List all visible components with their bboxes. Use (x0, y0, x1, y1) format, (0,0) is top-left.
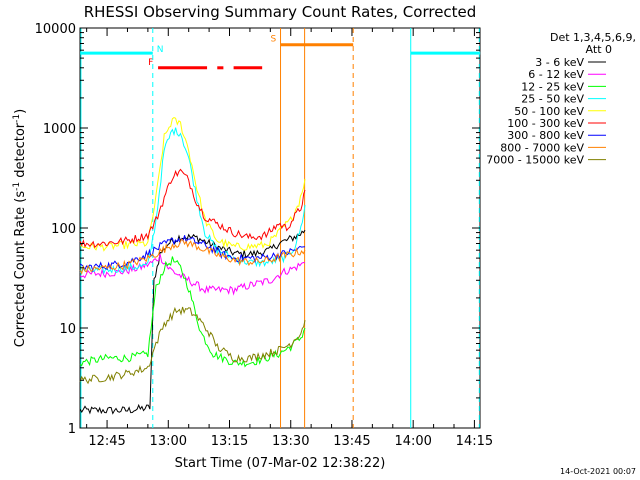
y-tick-label: 1 (68, 422, 76, 437)
legend-entry-label: 25 - 50 keV (521, 93, 584, 106)
series-lines (79, 117, 306, 415)
series-line (79, 254, 306, 296)
x-tick-label: 13:30 (272, 434, 309, 449)
legend-entry-label: 6 - 12 keV (528, 68, 584, 81)
y-axis-label: Corrected Count Rate (s-1 detector-1) (12, 109, 28, 347)
x-tick-label: 14:15 (456, 434, 493, 449)
y-axis-label-main: Corrected Count Rate (s (13, 191, 28, 348)
series-line (79, 306, 306, 385)
y-tick-label: 10000 (35, 22, 76, 37)
chart-title: RHESSI Observing Summary Count Rates, Co… (84, 3, 477, 21)
x-axis-ticks: 12:45 13:00 13:15 13:30 13:45 14:00 14:15 (86, 28, 493, 449)
legend-header-line1: Det 1,3,4,5,6,9, (550, 31, 636, 44)
flag-bars: NF S (80, 35, 481, 70)
y-axis-label-end: ) (13, 109, 28, 114)
x-tick-label: 13:00 (150, 434, 187, 449)
series-line (80, 117, 306, 252)
legend-entry-label: 100 - 300 keV (507, 117, 584, 130)
flag-bar-label: N (157, 45, 164, 55)
legend-entry-label: 12 - 25 keV (521, 80, 584, 93)
footer-timestamp: 14-Oct-2021 00:07 (560, 467, 636, 476)
series-line (79, 238, 306, 275)
legend-entry-label: 800 - 7000 keV (500, 141, 584, 154)
x-tick-label: 14:00 (394, 434, 431, 449)
flag-bar-label: S (271, 35, 277, 45)
y-axis-label-mid: detector (13, 122, 28, 182)
series-line (79, 256, 306, 368)
legend-entry-label: 300 - 800 keV (507, 129, 584, 142)
y-tick-label: 100 (51, 222, 76, 237)
legend-entry-label: 50 - 100 keV (514, 105, 584, 118)
x-tick-label: 13:15 (211, 434, 248, 449)
legend-entry-label: 7000 - 15000 keV (486, 154, 584, 167)
series-line (79, 235, 306, 273)
legend-entry-label: 3 - 6 keV (535, 56, 584, 69)
series-line (79, 229, 306, 415)
y-axis-label-sup1: -1 (12, 182, 22, 191)
y-axis-label-sup2: -1 (12, 114, 22, 123)
legend-header-line2: Att 0 (586, 43, 612, 56)
y-tick-label: 10 (59, 322, 76, 337)
x-tick-label: 13:45 (333, 434, 370, 449)
series-line (79, 168, 306, 249)
y-tick-label: 1000 (43, 122, 76, 137)
y-axis-ticks: 1 10 100 1000 10000 (35, 22, 480, 437)
flag-bar-label: F (148, 58, 153, 68)
x-axis-label: Start Time (07-Mar-02 12:38:22) (175, 456, 386, 471)
series-line (79, 127, 306, 275)
x-tick-label: 12:45 (88, 434, 125, 449)
